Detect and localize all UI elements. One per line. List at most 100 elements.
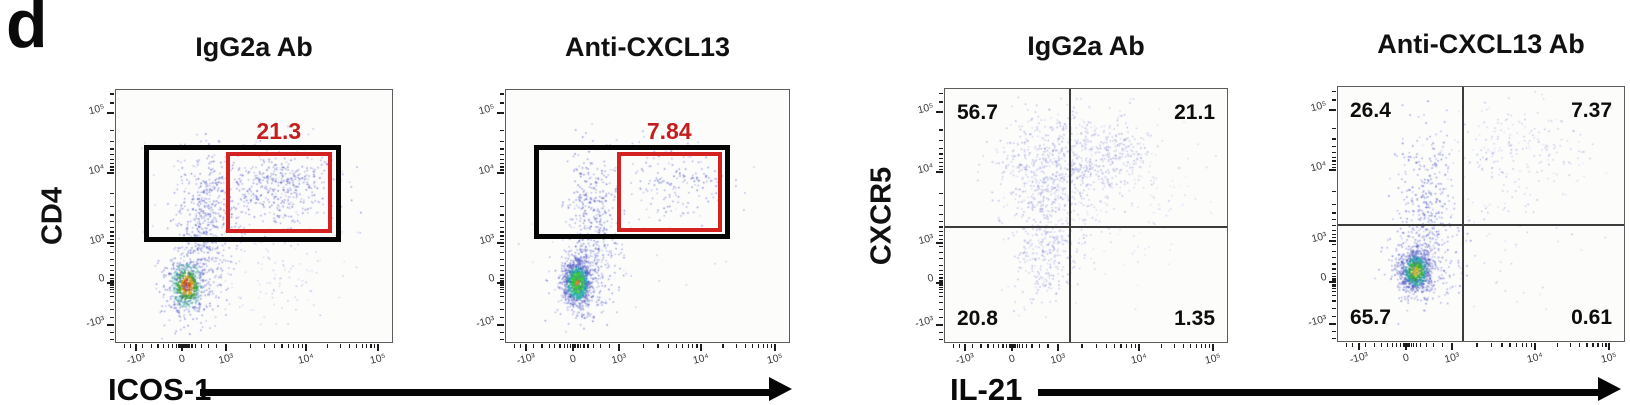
x-axis-tick-label: 10⁵ (368, 351, 388, 367)
x-axis-minor-tick (696, 344, 698, 348)
x-axis-minor-tick (374, 344, 376, 348)
y-axis-minor-tick (500, 281, 504, 283)
x-axis-minor-tick (587, 344, 589, 348)
y-axis-minor-tick (500, 279, 504, 282)
x-axis-tick-label: 10³ (1048, 351, 1067, 367)
flow-plot-anticxcl13-icos: Anti-CXCL13 7.84 -10³ 0 10³ 10⁴ 10⁵ 10⁵ 10⁴ 10³… (475, 32, 790, 367)
x-axis-minor-tick (1011, 344, 1013, 348)
x-axis-minor-tick (1200, 344, 1202, 348)
y-axis-minor-tick (939, 140, 943, 142)
y-axis-minor-tick (1332, 203, 1336, 205)
x-axis-minor-tick (1114, 344, 1116, 348)
y-axis-minor-tick (1332, 224, 1336, 227)
x-axis-tick (1451, 343, 1454, 350)
x-axis-minor-tick (1126, 344, 1128, 348)
x-axis-tick-label: 0 (1401, 351, 1411, 365)
x-axis-minor-tick (273, 344, 275, 348)
y-axis-label: CXCR5 (865, 166, 898, 265)
icos1-arrow-line (200, 389, 770, 396)
x-axis-minor-tick (532, 344, 535, 348)
y-axis-minor-tick (110, 239, 114, 241)
y-axis-minor-tick (1332, 276, 1336, 278)
y-axis-minor-tick (939, 205, 943, 207)
y-axis-minor-tick (500, 331, 504, 333)
gate-black-outline (143, 145, 341, 243)
x-axis-minor-tick (735, 344, 737, 348)
y-axis-minor-tick (500, 140, 504, 143)
quadrant-value-bottom-left: 65.7 (1350, 306, 1391, 329)
x-axis-minor-tick (195, 344, 197, 348)
x-axis-minor-tick (1399, 343, 1401, 347)
x-axis-minor-tick (1409, 343, 1411, 347)
y-axis-minor-tick (939, 245, 943, 247)
x-axis-minor-tick (142, 344, 144, 348)
y-axis-minor-tick (500, 286, 504, 288)
x-axis-minor-tick (980, 344, 982, 348)
x-axis-minor-tick (572, 344, 574, 348)
x-axis-minor-tick (1002, 344, 1004, 348)
x-axis-minor-tick (1406, 343, 1408, 347)
y-axis-minor-tick (110, 308, 114, 311)
y-axis-minor-tick (939, 295, 943, 298)
y-axis-minor-tick (500, 154, 504, 156)
x-axis-minor-tick (1130, 344, 1132, 348)
y-axis-tick-label: 10⁵ (477, 101, 496, 118)
y-axis-tick-label: -10³ (84, 314, 106, 331)
x-axis-tick-label: 0 (177, 352, 187, 366)
x-axis-minor-tick (578, 344, 580, 348)
x-axis-minor-tick (1501, 343, 1503, 347)
y-axis-minor-tick (110, 231, 114, 233)
x-axis-minor-tick (188, 344, 190, 348)
x-axis-tick (1211, 344, 1214, 351)
y-axis-minor-tick (1332, 250, 1336, 252)
x-axis-minor-tick (175, 344, 177, 348)
x-axis-minor-tick (573, 344, 576, 348)
x-axis-minor-tick (675, 344, 677, 348)
x-axis-minor-tick (1189, 344, 1192, 348)
y-axis-minor-tick (939, 284, 943, 286)
x-axis-tick (1056, 344, 1059, 351)
quadrant-value-bottom-left: 20.8 (957, 307, 998, 330)
y-axis-minor-tick (939, 235, 943, 237)
x-axis-minor-tick (1031, 344, 1033, 348)
y-axis-minor-tick (110, 301, 114, 303)
quadrant-value-top-left: 26.4 (1350, 99, 1391, 122)
y-axis-minor-tick (110, 245, 114, 248)
x-axis-tick-label: 10⁴ (296, 351, 316, 367)
y-axis-minor-tick (110, 154, 114, 156)
y-axis-tick-label: 10³ (1310, 229, 1328, 246)
x-axis-minor-tick (563, 344, 565, 348)
x-axis-minor-tick (1569, 343, 1572, 347)
y-axis-minor-tick (1332, 282, 1336, 284)
y-axis-tick-label: 10⁵ (87, 101, 106, 118)
y-axis-minor-tick (500, 274, 504, 276)
y-axis-label: CD4 (36, 186, 69, 246)
y-axis-minor-tick (110, 214, 114, 216)
quadrant-value-bottom-right: 0.61 (1571, 306, 1612, 329)
y-axis-minor-tick (500, 93, 504, 95)
y-axis-minor-tick (939, 291, 943, 294)
flow-plot-igg2a-icos: IgG2a Ab CD4 21.3 -10³ 0 10³ 10⁴ 10⁵ 10⁵ 10⁴ 10… (37, 32, 393, 367)
y-axis-minor-tick (500, 231, 504, 233)
x-axis-tick-label: -10³ (1348, 349, 1370, 367)
x-axis-minor-tick (971, 344, 973, 348)
y-axis-minor-tick (1332, 256, 1336, 259)
x-axis-minor-tick (762, 344, 764, 348)
y-axis-minor-tick (1332, 219, 1336, 221)
x-axis-tick-label: 0 (569, 352, 578, 366)
y-axis-minor-tick (1332, 233, 1336, 235)
y-axis-minor-tick (110, 252, 114, 254)
x-axis-minor-tick (163, 344, 165, 348)
x-axis-minor-tick (1160, 344, 1162, 348)
y-axis-minor-tick (1332, 244, 1336, 246)
y-axis-minor-tick (110, 166, 114, 168)
x-axis-tick (134, 344, 137, 351)
plot-frame: 21.3 (115, 89, 393, 343)
x-axis-minor-tick (1515, 343, 1517, 347)
y-axis-minor-tick (110, 162, 114, 164)
y-axis-minor-tick (500, 239, 504, 241)
x-axis-minor-tick (366, 344, 368, 348)
y-axis-tick (497, 171, 504, 174)
y-axis-minor-tick (500, 221, 504, 223)
x-axis-minor-tick (1509, 343, 1511, 347)
